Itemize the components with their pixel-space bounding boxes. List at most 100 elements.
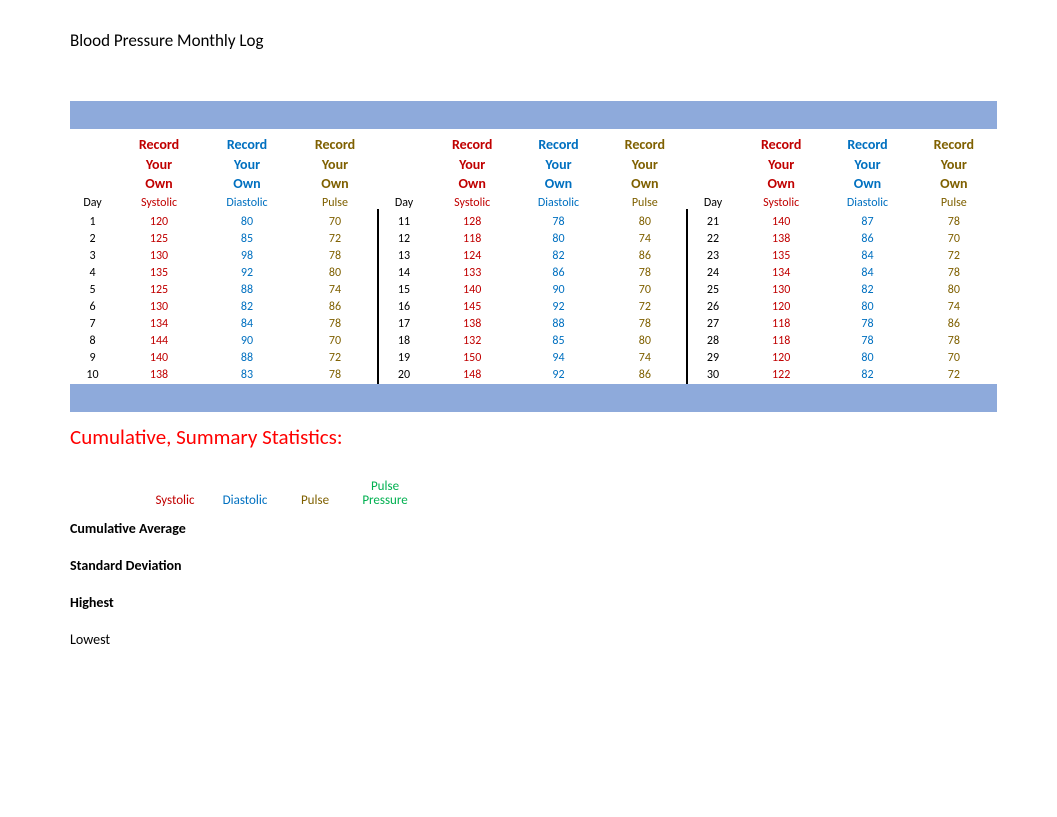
column-subheader: Day	[379, 194, 429, 214]
day-cell: 10	[70, 367, 115, 384]
pulse-cell: 78	[911, 214, 997, 231]
day-cell: 7	[70, 316, 115, 333]
systolic-cell: 138	[738, 231, 824, 248]
record-header: RecordYourOwn	[429, 129, 515, 194]
pulse-cell: 80	[602, 333, 688, 350]
day-cell: 11	[379, 214, 429, 231]
systolic-cell: 135	[115, 265, 203, 282]
record-header: RecordYourOwn	[602, 129, 688, 194]
diastolic-cell: 83	[203, 367, 291, 384]
stats-column-headers: Systolic Diastolic Pulse PulsePressure	[140, 480, 997, 509]
diastolic-cell: 90	[515, 282, 601, 299]
stats-hdr-systolic: Systolic	[140, 480, 210, 509]
systolic-cell: 124	[429, 248, 515, 265]
stats-hdr-pulse: Pulse	[280, 480, 350, 509]
systolic-cell: 128	[429, 214, 515, 231]
diastolic-cell: 84	[203, 316, 291, 333]
column-subheader: Day	[70, 194, 115, 214]
diastolic-cell: 84	[824, 265, 910, 282]
day-cell: 21	[688, 214, 738, 231]
systolic-cell: 118	[429, 231, 515, 248]
diastolic-cell: 78	[515, 214, 601, 231]
diastolic-cell: 94	[515, 350, 601, 367]
diastolic-cell: 85	[515, 333, 601, 350]
systolic-cell: 120	[738, 299, 824, 316]
diastolic-cell: 80	[515, 231, 601, 248]
day-cell: 30	[688, 367, 738, 384]
record-header: RecordYourOwn	[738, 129, 824, 194]
record-header: RecordYourOwn	[291, 129, 379, 194]
day-cell: 12	[379, 231, 429, 248]
stat-row-stddev: Standard Deviation	[70, 557, 997, 574]
diastolic-cell: 82	[824, 282, 910, 299]
day-cell: 8	[70, 333, 115, 350]
systolic-cell: 132	[429, 333, 515, 350]
systolic-cell: 148	[429, 367, 515, 384]
pulse-cell: 72	[291, 350, 379, 367]
day-cell: 29	[688, 350, 738, 367]
diastolic-cell: 82	[515, 248, 601, 265]
day-cell: 15	[379, 282, 429, 299]
bottom-blue-bar	[70, 384, 997, 412]
diastolic-cell: 86	[515, 265, 601, 282]
pulse-cell: 78	[291, 367, 379, 384]
systolic-cell: 134	[738, 265, 824, 282]
systolic-cell: 133	[429, 265, 515, 282]
diastolic-cell: 80	[824, 350, 910, 367]
diastolic-cell: 80	[824, 299, 910, 316]
systolic-cell: 138	[429, 316, 515, 333]
stats-hdr-diastolic: Diastolic	[210, 480, 280, 509]
day-cell: 19	[379, 350, 429, 367]
systolic-cell: 150	[429, 350, 515, 367]
day-cell: 24	[688, 265, 738, 282]
systolic-cell: 120	[115, 214, 203, 231]
diastolic-cell: 92	[515, 299, 601, 316]
pulse-cell: 86	[602, 367, 688, 384]
day-cell: 26	[688, 299, 738, 316]
pulse-cell: 70	[291, 333, 379, 350]
pulse-cell: 74	[291, 282, 379, 299]
pulse-cell: 70	[291, 214, 379, 231]
record-header: RecordYourOwn	[515, 129, 601, 194]
column-subheader: Diastolic	[203, 194, 291, 214]
diastolic-cell: 82	[203, 299, 291, 316]
day-cell: 25	[688, 282, 738, 299]
systolic-cell: 118	[738, 316, 824, 333]
log-block: RecordYourOwnRecordYourOwnRecordYourOwnD…	[688, 129, 997, 384]
column-subheader: Diastolic	[515, 194, 601, 214]
day-cell: 4	[70, 265, 115, 282]
pulse-cell: 72	[291, 231, 379, 248]
column-subheader: Pulse	[911, 194, 997, 214]
pulse-cell: 72	[911, 248, 997, 265]
systolic-cell: 125	[115, 282, 203, 299]
systolic-cell: 120	[738, 350, 824, 367]
systolic-cell: 130	[738, 282, 824, 299]
day-cell: 2	[70, 231, 115, 248]
column-subheader: Diastolic	[824, 194, 910, 214]
record-header: RecordYourOwn	[911, 129, 997, 194]
diastolic-cell: 88	[203, 350, 291, 367]
pulse-cell: 74	[602, 350, 688, 367]
day-cell: 28	[688, 333, 738, 350]
systolic-cell: 140	[115, 350, 203, 367]
day-cell: 5	[70, 282, 115, 299]
systolic-cell: 138	[115, 367, 203, 384]
diastolic-cell: 92	[515, 367, 601, 384]
systolic-cell: 140	[429, 282, 515, 299]
bp-log-table: RecordYourOwnRecordYourOwnRecordYourOwnD…	[70, 129, 997, 384]
diastolic-cell: 90	[203, 333, 291, 350]
systolic-cell: 122	[738, 367, 824, 384]
log-block: RecordYourOwnRecordYourOwnRecordYourOwnD…	[379, 129, 688, 384]
diastolic-cell: 87	[824, 214, 910, 231]
stats-title: Cumulative, Summary Statistics:	[70, 424, 997, 450]
day-cell: 27	[688, 316, 738, 333]
systolic-cell: 135	[738, 248, 824, 265]
stats-hdr-pulse-pressure: PulsePressure	[350, 480, 420, 509]
diastolic-cell: 88	[515, 316, 601, 333]
pulse-cell: 70	[911, 231, 997, 248]
page-title: Blood Pressure Monthly Log	[70, 30, 997, 51]
column-subheader: Pulse	[602, 194, 688, 214]
pulse-cell: 80	[911, 282, 997, 299]
pulse-cell: 78	[602, 265, 688, 282]
diastolic-cell: 80	[203, 214, 291, 231]
